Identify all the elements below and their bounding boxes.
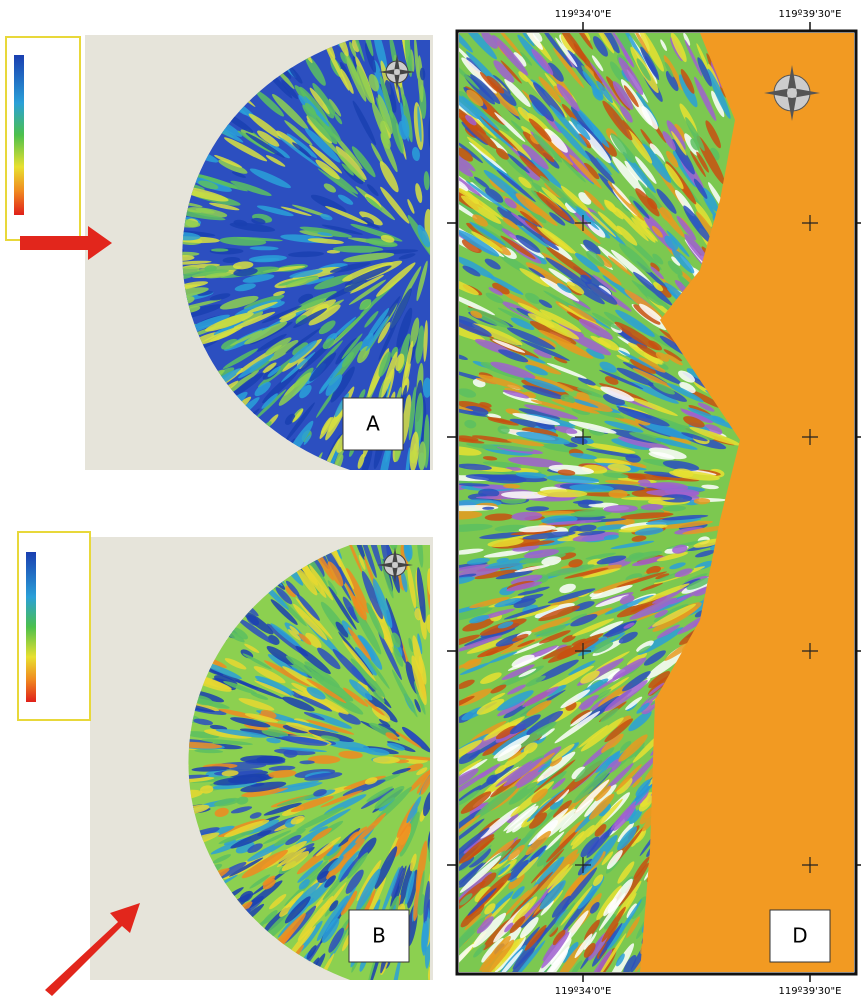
panel-label: B <box>372 924 386 948</box>
panel-label: A <box>366 412 380 436</box>
longitude-label: 119º34'0"E <box>555 9 612 20</box>
panel-label: D <box>792 924 807 948</box>
longitude-label: 119º39'30"E <box>779 986 842 997</box>
wave-streak <box>373 756 400 763</box>
wave-streak <box>256 756 285 764</box>
legend-ramp <box>26 552 36 702</box>
longitude-label: 119º39'30"E <box>779 9 842 20</box>
figure: A B D 119º34'0"E 119º39'30"E 119º34'0"E … <box>0 0 861 1003</box>
wave-streak <box>211 248 228 251</box>
longitude-label: 119º34'0"E <box>555 986 612 997</box>
page: A B D 119º34'0"E 119º39'30"E 119º34'0"E … <box>0 0 861 1003</box>
legend-ramp <box>14 55 24 215</box>
